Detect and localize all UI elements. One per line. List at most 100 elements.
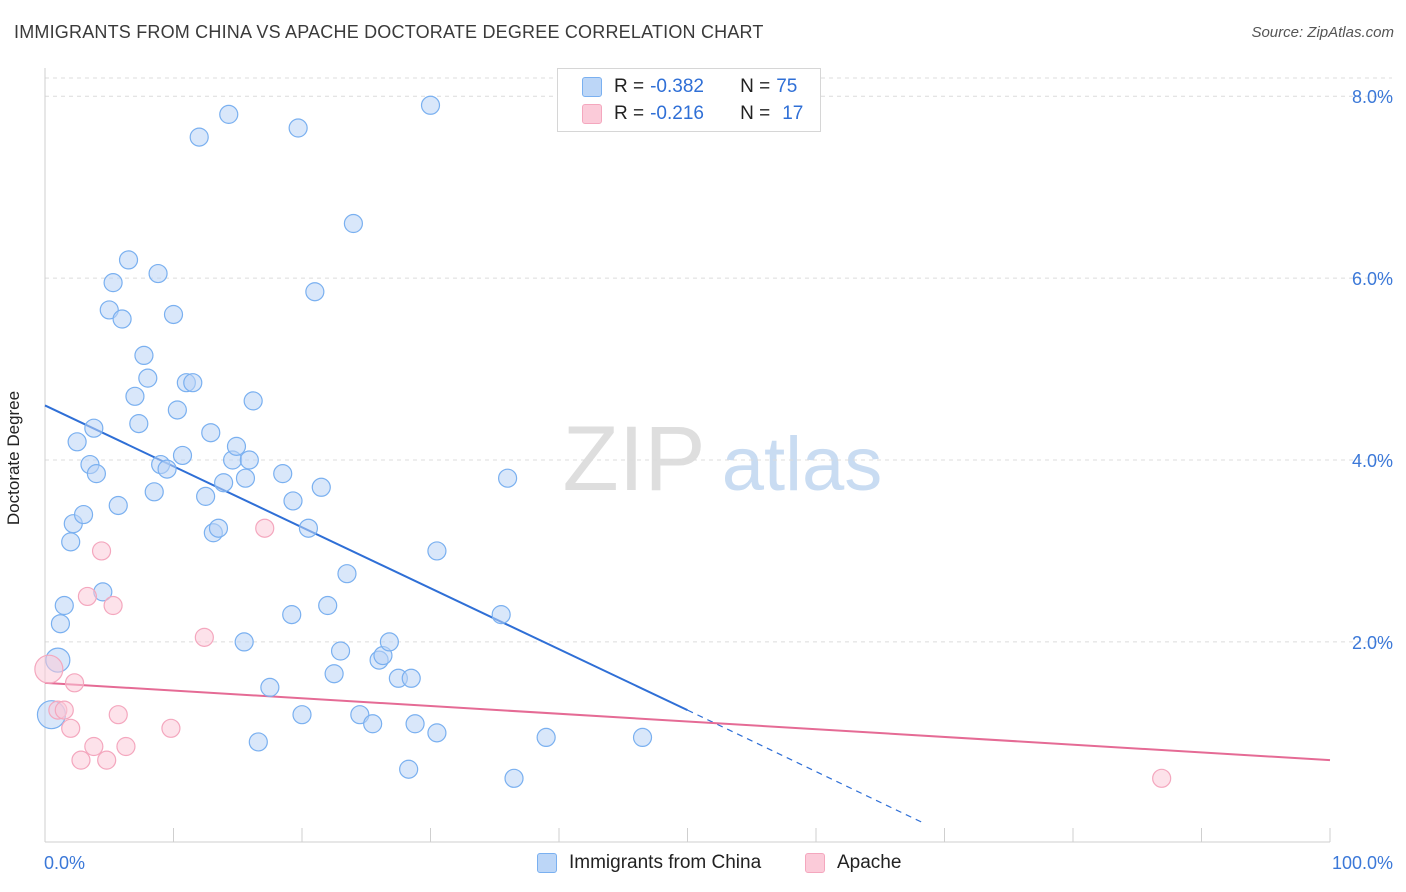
point-china bbox=[118, 250, 139, 270]
point-china bbox=[337, 564, 357, 584]
point-apache bbox=[77, 586, 98, 607]
point-apache bbox=[61, 718, 81, 738]
point-china bbox=[379, 632, 399, 652]
point-china bbox=[260, 677, 280, 697]
point-apache bbox=[97, 750, 117, 770]
point-china bbox=[363, 714, 383, 734]
legend-n-label: N = bbox=[740, 76, 771, 97]
point-china bbox=[201, 423, 221, 443]
point-apache bbox=[54, 700, 74, 720]
point-china bbox=[226, 436, 247, 456]
grid bbox=[45, 77, 1392, 643]
point-china bbox=[129, 414, 149, 434]
point-china bbox=[108, 495, 128, 516]
point-apache bbox=[108, 705, 128, 725]
legend-n-label: N = bbox=[740, 103, 771, 124]
point-china bbox=[292, 705, 312, 725]
point-china bbox=[239, 450, 259, 470]
point-china bbox=[288, 118, 308, 138]
point-china bbox=[50, 614, 71, 634]
point-china bbox=[427, 541, 447, 561]
point-china bbox=[399, 759, 419, 779]
point-china bbox=[311, 477, 331, 497]
point-china bbox=[183, 373, 203, 393]
legend-swatch-apache bbox=[582, 104, 602, 124]
y-tick-label: 2.0% bbox=[1352, 633, 1393, 653]
point-china bbox=[234, 632, 254, 652]
watermark: ZIP atlas bbox=[562, 408, 882, 510]
point-china bbox=[283, 491, 303, 511]
legend-n-value: 17 bbox=[782, 103, 804, 124]
x-tick-label: 100.0% bbox=[1332, 853, 1393, 873]
point-china bbox=[298, 518, 319, 538]
legend-swatch-china bbox=[582, 77, 602, 97]
y-tick-label: 8.0% bbox=[1352, 87, 1393, 107]
point-china bbox=[138, 368, 158, 388]
point-china bbox=[144, 482, 164, 502]
point-china bbox=[427, 723, 447, 743]
point-apache bbox=[34, 654, 64, 684]
point-china bbox=[73, 504, 94, 525]
legend-swatch-apache bbox=[805, 853, 825, 873]
legend-row-apache: R = -0.216 N = 17 bbox=[582, 102, 803, 126]
legend-r-label: R = bbox=[614, 76, 645, 97]
source-label: Source: ZipAtlas.com bbox=[1251, 24, 1394, 41]
legend-label-apache: Apache bbox=[837, 852, 902, 873]
point-china bbox=[67, 432, 87, 452]
trend-lines bbox=[44, 404, 1331, 825]
point-china bbox=[235, 468, 256, 488]
point-china bbox=[189, 127, 209, 147]
x-tick-labels: 0.0% 100.0% bbox=[44, 853, 1393, 873]
point-apache bbox=[84, 736, 104, 757]
watermark-atlas: atlas bbox=[722, 422, 883, 507]
point-china bbox=[54, 595, 74, 616]
point-apache bbox=[91, 541, 112, 561]
legend-n-value: 75 bbox=[776, 76, 798, 97]
point-china bbox=[112, 309, 132, 329]
point-china bbox=[84, 418, 104, 438]
point-china bbox=[157, 459, 177, 479]
point-apache bbox=[64, 673, 85, 693]
legend-r-label: R = bbox=[614, 103, 645, 124]
point-china bbox=[61, 532, 81, 552]
chart-title: IMMIGRANTS FROM CHINA VS APACHE DOCTORAT… bbox=[14, 22, 764, 42]
point-china bbox=[273, 464, 293, 484]
legend-swatch-china bbox=[537, 853, 557, 873]
trend-line-apache bbox=[44, 681, 1331, 762]
point-china bbox=[86, 464, 107, 484]
point-china bbox=[248, 732, 268, 752]
point-china bbox=[324, 664, 344, 684]
point-china bbox=[219, 104, 239, 124]
legend-row-china: R = -0.382 N = 75 bbox=[582, 75, 797, 99]
point-china bbox=[491, 605, 511, 625]
trend-line-china-extension bbox=[687, 709, 926, 825]
point-apache bbox=[116, 736, 136, 757]
point-china bbox=[103, 273, 123, 293]
point-china bbox=[243, 391, 263, 411]
point-china bbox=[504, 768, 524, 788]
data-points bbox=[34, 95, 1172, 788]
point-china bbox=[632, 727, 653, 748]
point-china bbox=[498, 468, 518, 488]
point-china bbox=[330, 641, 351, 661]
point-china bbox=[536, 727, 556, 748]
point-china bbox=[125, 386, 145, 406]
point-china bbox=[343, 213, 363, 234]
point-china bbox=[214, 473, 234, 493]
stats-legend: R = -0.382 N = 75 R = -0.216 N = 17 bbox=[557, 68, 821, 132]
point-apache bbox=[1152, 768, 1172, 788]
point-china bbox=[318, 595, 338, 616]
point-china bbox=[420, 95, 441, 115]
point-china bbox=[282, 605, 302, 625]
legend-r-value: -0.216 bbox=[650, 103, 704, 124]
point-apache bbox=[194, 627, 214, 647]
x-tick-label: 0.0% bbox=[44, 853, 85, 873]
legend-r-value: -0.382 bbox=[650, 76, 704, 97]
point-china bbox=[208, 518, 229, 538]
point-china bbox=[172, 445, 193, 466]
watermark-zip: ZIP bbox=[562, 408, 705, 510]
point-china bbox=[405, 714, 425, 734]
y-tick-labels: 2.0% 4.0% 6.0% 8.0% bbox=[1352, 87, 1393, 653]
point-china bbox=[148, 263, 168, 284]
